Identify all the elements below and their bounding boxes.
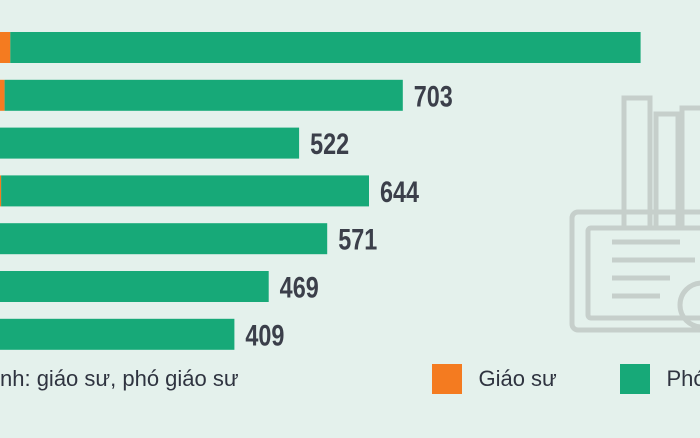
bar-giao-su-row-3 xyxy=(0,175,2,207)
bar-pho-row-5 xyxy=(0,271,269,302)
bar-pho-row-6 xyxy=(0,318,235,350)
bar-pho-row-3 xyxy=(1,175,369,207)
legend-swatch-orange xyxy=(432,364,462,394)
bar-giao-su-row-0 xyxy=(0,32,11,63)
bar-pho-row-0 xyxy=(10,32,641,63)
legend-item-giao-su: Giáo sư xyxy=(432,364,557,394)
value-label-row-2: 522 xyxy=(310,127,349,160)
value-label-row-3: 644 xyxy=(380,175,419,208)
bar-pho-row-2 xyxy=(0,127,300,159)
value-label-row-5: 469 xyxy=(280,271,319,304)
bars-group xyxy=(0,32,641,350)
legend-caption: nh: giáo sư, phó giáo sư xyxy=(0,366,239,391)
value-label-row-6: 409 xyxy=(245,319,284,352)
legend-label-pho: Phó xyxy=(666,366,700,391)
legend: nh: giáo sư, phó giáo sư Giáo sư Phó xyxy=(0,356,700,406)
legend-swatch-green xyxy=(620,364,650,394)
legend-item-pho: Phó xyxy=(620,364,700,394)
bar-giao-su-row-1 xyxy=(0,79,5,111)
value-label-row-1: 703 xyxy=(414,80,453,113)
value-label-row-4: 571 xyxy=(338,223,377,256)
legend-label-giao-su: Giáo sư xyxy=(478,366,557,391)
certificate-books-icon xyxy=(569,95,700,333)
bar-pho-row-4 xyxy=(0,223,328,255)
bar-pho-row-1 xyxy=(4,79,403,111)
